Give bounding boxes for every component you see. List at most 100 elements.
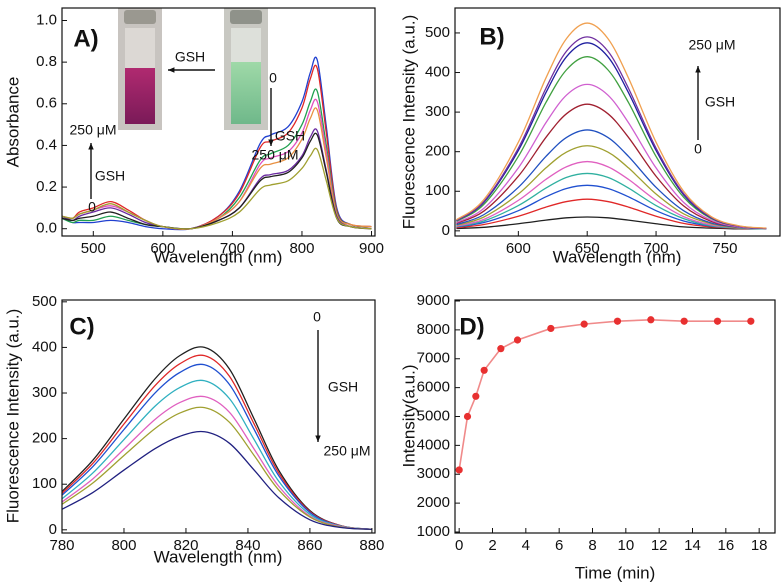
y-tick-label: 0 — [442, 222, 450, 239]
data-point — [463, 412, 472, 421]
x-tick-label: 16 — [717, 537, 734, 554]
plot-area — [62, 346, 372, 531]
series-line — [458, 318, 751, 471]
series-line — [62, 363, 372, 530]
axis-frame — [61, 299, 376, 534]
y-tick-label: 500 — [425, 24, 450, 41]
y-tick-label: 2000 — [417, 494, 450, 511]
data-point — [472, 392, 480, 400]
data-point — [713, 317, 722, 325]
y-tick-label: 0.8 — [36, 53, 57, 70]
y-tick-label: 3000 — [417, 465, 450, 482]
x-tick-label: 880 — [359, 537, 384, 554]
annotation: 0 — [269, 70, 277, 86]
x-tick-label: 780 — [49, 537, 74, 554]
y-tick-label: 9000 — [417, 292, 450, 309]
x-tick-label: 0 — [455, 537, 463, 554]
x-tick-label: 800 — [111, 537, 136, 554]
x-tick-label: 700 — [220, 240, 245, 257]
data-point — [497, 345, 505, 353]
plot-area — [455, 22, 767, 230]
annotation: GSH — [705, 94, 735, 110]
panel-label: B) — [479, 23, 504, 50]
axis-frame — [454, 299, 776, 534]
series-line — [456, 145, 767, 230]
arrow-head — [168, 67, 175, 73]
annotation: 250 μM — [252, 147, 299, 163]
annotation: 0 — [694, 141, 702, 157]
x-axis-label: Wavelength (nm) — [154, 247, 283, 266]
arrow-head — [268, 139, 274, 146]
y-tick-label: 200 — [32, 430, 57, 447]
y-tick-label: 100 — [425, 182, 450, 199]
series-line — [62, 354, 372, 530]
data-point — [580, 320, 588, 328]
x-tick-label: 600 — [506, 240, 531, 257]
x-axis-label: Wavelength (nm) — [553, 247, 682, 266]
annotation: 0 — [313, 309, 321, 325]
y-tick-label: 100 — [32, 475, 57, 492]
x-axis-label: Time (min) — [575, 563, 656, 582]
y-tick-label: 1.0 — [36, 11, 57, 28]
arrow-head — [315, 435, 321, 442]
y-tick-label: 0.4 — [36, 136, 57, 153]
series-line — [62, 147, 372, 230]
y-axis-label: Intensity(a.u.) — [399, 365, 418, 468]
series-line — [456, 216, 767, 230]
cuvette-pink — [118, 8, 162, 130]
data-point — [480, 366, 488, 374]
annotation: 250 μM — [689, 37, 736, 53]
x-tick-label: 8 — [588, 537, 596, 554]
y-axis-label: Fluorescence Intensity (a.u.) — [399, 15, 418, 229]
series-line — [62, 88, 372, 230]
annotation: GSH — [95, 168, 125, 184]
y-tick-label: 0 — [49, 521, 57, 538]
annotation: GSH — [275, 128, 305, 144]
x-tick-label: 820 — [173, 537, 198, 554]
y-tick-label: 5000 — [417, 407, 450, 424]
series-line — [456, 56, 767, 230]
series-line — [456, 198, 767, 230]
x-tick-label: 650 — [575, 240, 600, 257]
x-tick-label: 10 — [617, 537, 634, 554]
x-tick-label: 700 — [644, 240, 669, 257]
data-point — [747, 317, 755, 325]
y-axis-label: Fluorescence Intensity (a.u.) — [3, 309, 22, 523]
annotation: 0 — [88, 199, 96, 215]
series-line — [62, 430, 372, 531]
series-line — [456, 83, 767, 230]
series-line — [62, 395, 372, 530]
x-tick-label: 6 — [555, 537, 563, 554]
panel-label: D) — [459, 313, 484, 340]
x-tick-label: 840 — [235, 537, 260, 554]
x-tick-label: 600 — [150, 240, 175, 257]
annotation: GSH — [328, 379, 358, 395]
x-tick-label: 2 — [488, 537, 496, 554]
axis-frame — [454, 7, 781, 237]
series-line — [62, 406, 372, 531]
x-tick-label: 500 — [81, 240, 106, 257]
data-point — [455, 466, 463, 474]
panel-label: A) — [73, 25, 98, 52]
cuvette-green — [224, 8, 268, 130]
x-tick-label: 860 — [297, 537, 322, 554]
y-tick-label: 0.0 — [36, 220, 57, 237]
annotation: 250 μM — [70, 122, 117, 138]
x-tick-label: 18 — [751, 537, 768, 554]
data-point — [513, 336, 522, 344]
series-line — [62, 132, 372, 230]
data-point — [613, 317, 622, 325]
plot-area — [62, 56, 372, 231]
annotation: 250 μM — [324, 443, 371, 459]
y-tick-label: 200 — [425, 143, 450, 160]
y-tick-label: 8000 — [417, 321, 450, 338]
y-tick-label: 7000 — [417, 350, 450, 367]
data-point — [547, 324, 555, 333]
axis-frame — [61, 7, 376, 237]
series-line — [62, 379, 372, 530]
y-tick-label: 400 — [425, 63, 450, 80]
y-tick-label: 300 — [425, 103, 450, 120]
y-tick-label: 400 — [32, 338, 57, 355]
panel-label: C) — [69, 313, 94, 340]
